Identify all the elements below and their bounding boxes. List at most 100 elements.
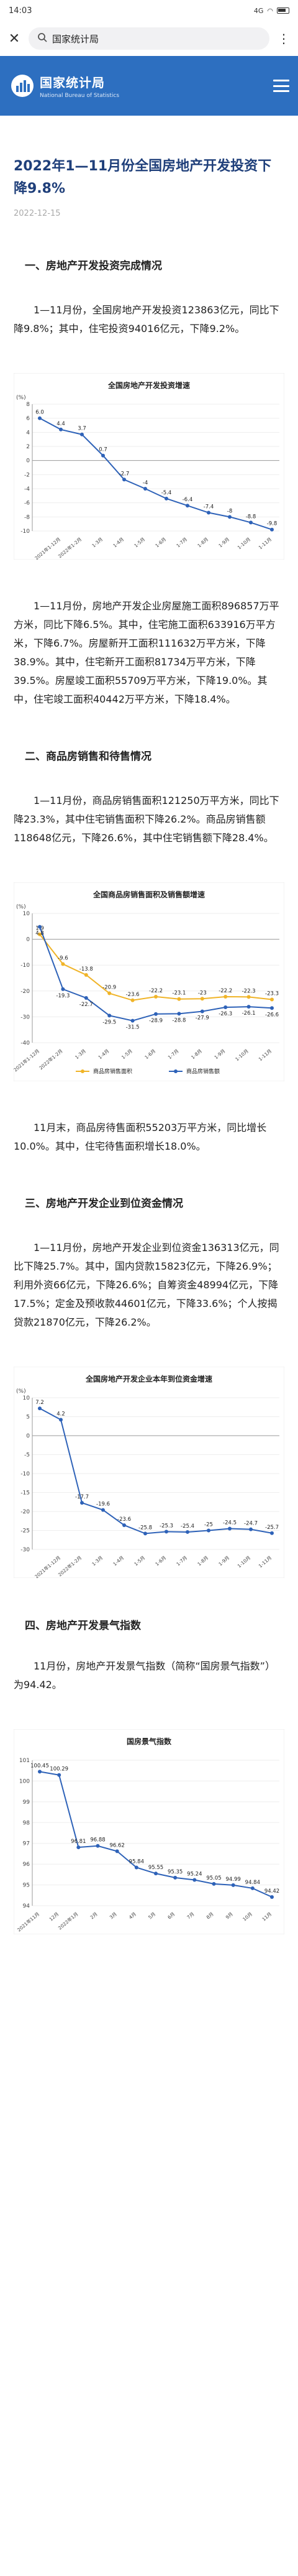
data-point bbox=[107, 1013, 112, 1018]
data-point bbox=[115, 1849, 119, 1854]
y-tick-label: -20 bbox=[20, 1509, 30, 1515]
y-tick-label: -8 bbox=[24, 514, 30, 520]
data-point bbox=[207, 1528, 210, 1533]
data-point bbox=[122, 1523, 126, 1527]
data-point bbox=[207, 510, 210, 515]
data-label: 95.84 bbox=[129, 1858, 144, 1865]
data-point bbox=[228, 515, 232, 519]
data-label: -26.1 bbox=[242, 1010, 256, 1017]
chart-title: 全国房地产开发投资增速 bbox=[107, 381, 190, 390]
data-point bbox=[122, 478, 126, 482]
data-label: -24.5 bbox=[223, 1520, 237, 1526]
paragraph: 1—11月份，商品房销售面积121250万平方米，同比下降23.3%，其中住宅销… bbox=[14, 795, 279, 844]
legend-entry: 商品房销售额 bbox=[186, 1068, 220, 1075]
data-point bbox=[177, 997, 181, 1001]
y-tick-label: -10 bbox=[20, 529, 30, 535]
y-tick-label: 4 bbox=[26, 430, 30, 436]
paragraph: 1—11月份，房地产开发企业到位资金136313亿元，同比下降25.7%。其中，… bbox=[14, 1242, 279, 1328]
data-label: -19.6 bbox=[96, 1502, 110, 1508]
site-header: 国家统计局 National Bureau of Statistics bbox=[0, 56, 298, 116]
data-point bbox=[38, 1406, 42, 1411]
data-point bbox=[84, 973, 88, 977]
more-icon[interactable]: ⋮ bbox=[278, 31, 290, 46]
data-point bbox=[143, 1531, 147, 1536]
paragraph: 11月末，商品房待售面积55203万平方米，同比增长10.0%。其中，住宅待售面… bbox=[14, 1122, 267, 1152]
data-point bbox=[57, 1773, 61, 1777]
status-bar: 14:03 4G ◠ bbox=[0, 0, 298, 21]
address-bar[interactable]: 国家统计局 bbox=[29, 27, 269, 50]
y-tick-label: 0 bbox=[26, 1433, 30, 1439]
data-point bbox=[165, 496, 168, 501]
site-logo[interactable]: 国家统计局 National Bureau of Statistics bbox=[10, 73, 119, 99]
legend-marker bbox=[174, 1069, 178, 1073]
menu-icon[interactable] bbox=[273, 80, 289, 92]
data-point bbox=[154, 1872, 158, 1876]
data-label: -22.2 bbox=[219, 988, 232, 994]
data-point bbox=[270, 997, 274, 1002]
address-text: 国家统计局 bbox=[52, 33, 99, 45]
data-point bbox=[130, 998, 135, 1002]
y-tick-label: -4 bbox=[24, 486, 30, 492]
investment-growth-chart: 全国房地产开发投资增速(%)86420-2-4-6-8-102021年1-12月… bbox=[14, 373, 284, 560]
y-tick-label: 8 bbox=[26, 402, 30, 408]
data-point bbox=[134, 1865, 138, 1870]
data-label: -25.3 bbox=[160, 1523, 173, 1529]
data-point bbox=[61, 962, 65, 966]
data-label: -23.6 bbox=[117, 1517, 131, 1523]
y-tick-label: -2 bbox=[24, 472, 30, 478]
logo-emblem-icon bbox=[11, 75, 34, 97]
legend-marker bbox=[81, 1069, 84, 1073]
y-tick-label: -30 bbox=[20, 1547, 30, 1553]
data-label: -8 bbox=[227, 508, 232, 514]
data-label: -29.5 bbox=[102, 1019, 116, 1025]
data-label: 94.42 bbox=[264, 1888, 279, 1895]
data-label: 96.62 bbox=[109, 1842, 124, 1849]
data-label: 95.05 bbox=[206, 1875, 221, 1881]
y-tick-label: -30 bbox=[20, 1014, 30, 1020]
data-point bbox=[186, 1530, 189, 1534]
chart-frame bbox=[14, 373, 284, 560]
data-point bbox=[246, 995, 251, 999]
data-point bbox=[154, 994, 158, 999]
y-axis-label: (%) bbox=[16, 1388, 26, 1395]
browser-toolbar: ✕ 国家统计局 ⋮ bbox=[0, 21, 298, 56]
y-tick-label: 2 bbox=[26, 444, 30, 450]
y-tick-label: -40 bbox=[20, 1040, 30, 1046]
data-label: -23.1 bbox=[172, 990, 186, 997]
close-icon[interactable]: ✕ bbox=[8, 30, 20, 47]
section-heading: 二、商品房销售和待售情况 bbox=[25, 750, 151, 763]
data-point bbox=[192, 1878, 197, 1882]
series-line bbox=[39, 1408, 273, 1535]
y-tick-label: 100 bbox=[19, 1778, 30, 1784]
data-label: -28.8 bbox=[172, 1017, 186, 1023]
article-date: 2022-12-15 bbox=[14, 209, 61, 218]
data-label: -27.9 bbox=[196, 1015, 209, 1022]
data-point bbox=[84, 996, 88, 1000]
data-label: 4.4 bbox=[56, 421, 65, 427]
data-label: -7.4 bbox=[204, 504, 214, 510]
data-point bbox=[212, 1881, 216, 1886]
y-tick-label: 5 bbox=[26, 1415, 30, 1421]
y-tick-label: 97 bbox=[23, 1841, 30, 1847]
paragraph: 11月份，房地产开发景气指数（简称“国房景气指数”）为94.42。 bbox=[14, 1660, 275, 1691]
data-label: 0.7 bbox=[99, 447, 107, 453]
data-label: 95.24 bbox=[187, 1872, 202, 1878]
data-point bbox=[186, 504, 189, 508]
data-label: -6.4 bbox=[183, 497, 193, 503]
data-label: 100.45 bbox=[30, 1763, 49, 1769]
chart-frame bbox=[14, 882, 284, 1081]
legend-entry: 商品房销售面积 bbox=[93, 1068, 132, 1075]
data-label: -22.2 bbox=[149, 988, 163, 994]
y-axis-label: (%) bbox=[16, 904, 26, 910]
data-label: 96.81 bbox=[71, 1839, 86, 1845]
data-label: 1.9 bbox=[35, 926, 44, 932]
data-label: 95.35 bbox=[168, 1869, 183, 1875]
y-tick-label: 98 bbox=[23, 1820, 30, 1826]
y-tick-label: 0 bbox=[26, 458, 30, 464]
chart-title: 全国房地产开发企业本年到位资金增速 bbox=[85, 1374, 212, 1383]
chart-frame bbox=[14, 1729, 284, 1934]
data-label: -9.6 bbox=[58, 956, 68, 962]
data-point bbox=[270, 1531, 274, 1535]
data-point bbox=[224, 994, 228, 999]
